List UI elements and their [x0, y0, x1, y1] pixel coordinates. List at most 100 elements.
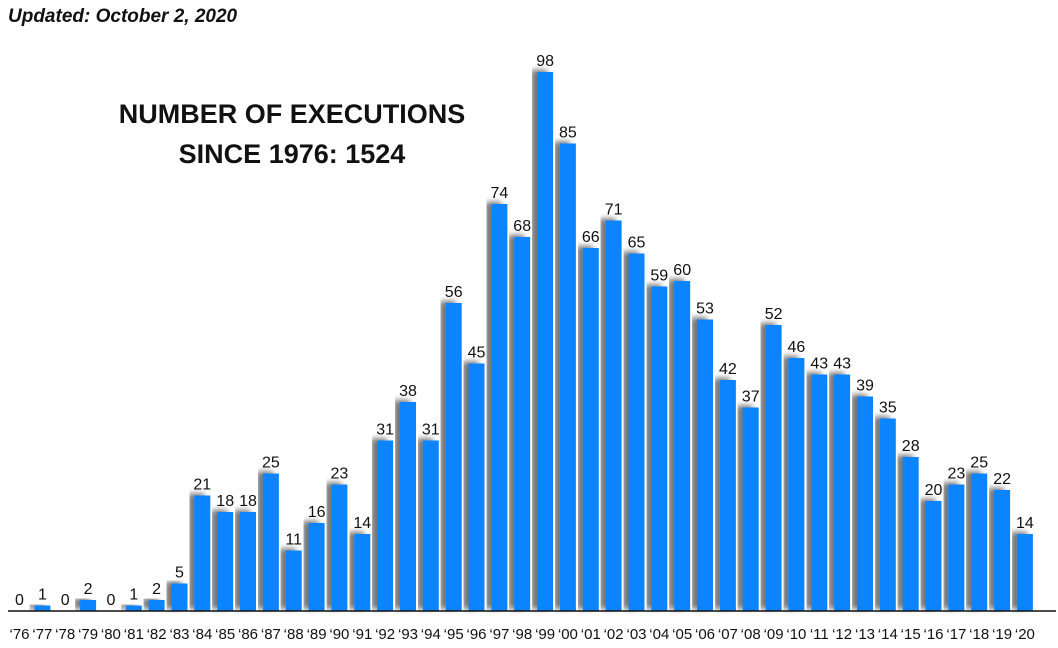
- value-label: 65: [628, 235, 646, 252]
- x-tick-label: ‘82: [147, 626, 167, 643]
- bar-94: [422, 440, 439, 611]
- x-tick-label: ‘92: [375, 626, 395, 643]
- bar-85: [217, 512, 234, 611]
- value-label: 20: [925, 482, 943, 499]
- bar-18: [971, 473, 988, 611]
- value-label: 52: [765, 306, 783, 323]
- bar-10: [788, 358, 805, 611]
- x-tick-label: ‘89: [307, 626, 327, 643]
- x-tick-label: ‘02: [604, 626, 624, 643]
- value-label: 68: [513, 218, 531, 235]
- bar-03: [628, 253, 645, 611]
- value-label: 23: [331, 466, 349, 483]
- bar-92: [377, 440, 394, 611]
- value-label: 71: [605, 202, 623, 219]
- bar-97: [491, 204, 508, 611]
- x-tick-label: ‘84: [192, 626, 212, 643]
- bar-01: [582, 248, 599, 611]
- bar-83: [171, 583, 188, 611]
- value-label: 28: [902, 438, 920, 455]
- value-label: 5: [175, 565, 184, 582]
- value-label: 1: [38, 587, 47, 604]
- bar-99: [537, 72, 554, 611]
- x-tick-label: ‘99: [535, 626, 555, 643]
- bar-09: [765, 325, 782, 611]
- bar-12: [834, 374, 851, 611]
- value-label: 60: [673, 262, 691, 279]
- value-label: 2: [152, 581, 161, 598]
- x-tick-label: ‘19: [992, 626, 1012, 643]
- bar-91: [354, 534, 371, 611]
- x-tick-label: ‘07: [718, 626, 738, 643]
- x-tick-label: ‘10: [786, 626, 806, 643]
- bar-15: [902, 457, 919, 611]
- value-label: 31: [376, 422, 394, 439]
- x-tick-label: ‘91: [352, 626, 372, 643]
- chart-title-line-2: SINCE 1976: 1524: [178, 139, 406, 169]
- x-tick-label: ‘95: [444, 626, 464, 643]
- x-tick-label: ‘08: [741, 626, 761, 643]
- value-label: 59: [650, 268, 668, 285]
- bar-13: [857, 396, 873, 611]
- bar-07: [719, 380, 736, 611]
- bar-05: [674, 281, 691, 611]
- x-tick-label: ‘96: [466, 626, 486, 643]
- x-tick-label: ‘88: [284, 626, 304, 643]
- value-label: 85: [559, 125, 577, 142]
- x-tick-label: ‘05: [672, 626, 692, 643]
- bar-19: [994, 490, 1011, 611]
- x-tick-label: ‘87: [261, 626, 281, 643]
- value-label: 1: [129, 587, 138, 604]
- value-label: 43: [810, 356, 828, 373]
- chart-title: NUMBER OF EXECUTIONS SINCE 1976: 1524: [90, 94, 494, 174]
- value-label: 23: [948, 466, 966, 483]
- x-tick-label: ‘04: [649, 626, 669, 643]
- value-label: 14: [353, 515, 371, 532]
- bar-84: [194, 495, 211, 611]
- x-tick-label: ‘03: [626, 626, 646, 643]
- value-label: 18: [216, 493, 234, 510]
- value-label: 2: [84, 581, 93, 598]
- x-tick-label: ‘12: [832, 626, 852, 643]
- bar-17: [948, 484, 965, 611]
- value-label: 21: [193, 477, 211, 494]
- value-label: 0: [61, 592, 70, 609]
- updated-date: Updated: October 2, 2020: [8, 6, 238, 27]
- bar-11: [811, 374, 828, 611]
- x-tick-label: ‘06: [695, 626, 715, 643]
- bar-93: [400, 402, 416, 611]
- x-tick-label: ‘97: [489, 626, 509, 643]
- x-tick-label: ‘20: [1015, 626, 1035, 643]
- bar-86: [240, 512, 256, 611]
- x-tick-label: ‘78: [55, 626, 75, 643]
- value-label: 42: [719, 361, 737, 378]
- x-tick-labels-layer: ‘76 ‘77 ‘78 ‘79 ‘80 ‘81 ‘82 ‘83 ‘84 ‘85 ‘86 ‘87 ‘88 ‘…: [9, 626, 1034, 643]
- x-tick-label: ‘18: [969, 626, 989, 643]
- bar-95: [445, 303, 462, 611]
- bar-87: [262, 473, 279, 611]
- x-tick-label: ‘93: [398, 626, 418, 643]
- value-label: 16: [308, 504, 326, 521]
- x-tick-label: ‘14: [878, 626, 898, 643]
- value-label: 35: [879, 400, 897, 417]
- x-tick-label: ‘86: [238, 626, 258, 643]
- x-tick-label: ‘81: [124, 626, 144, 643]
- bar-20: [1016, 534, 1033, 611]
- bar-90: [331, 484, 348, 611]
- value-label: 53: [696, 301, 714, 318]
- bar-08: [742, 407, 759, 611]
- value-label: 39: [856, 378, 874, 395]
- x-tick-label: ‘16: [923, 626, 943, 643]
- x-tick-label: ‘94: [421, 626, 441, 643]
- bar-88: [285, 550, 302, 611]
- x-tick-label: ‘17: [946, 626, 966, 643]
- value-label: 31: [422, 422, 440, 439]
- bar-89: [308, 523, 325, 611]
- value-label: 38: [399, 383, 417, 400]
- value-label: 66: [582, 229, 600, 246]
- x-tick-label: ‘01: [581, 626, 601, 643]
- bar-77: [34, 605, 51, 611]
- x-tick-label: ‘77: [32, 626, 52, 643]
- x-tick-label: ‘00: [558, 626, 578, 643]
